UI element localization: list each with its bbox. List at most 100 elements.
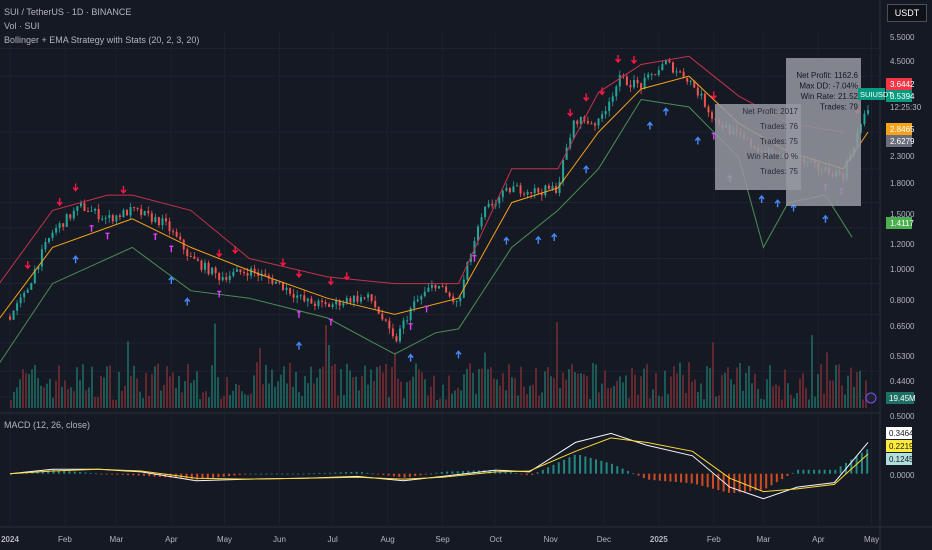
candle-body	[33, 269, 36, 284]
buy-arrow	[455, 350, 462, 359]
macd-hist-bar	[419, 473, 422, 476]
price-tick-label: 3.5394	[890, 92, 915, 101]
volume-bar	[313, 383, 315, 408]
volume-bar	[784, 369, 786, 408]
volume-bar	[340, 369, 342, 408]
volume-bar	[757, 388, 759, 408]
candle-body	[682, 71, 685, 78]
volume-bar	[34, 364, 36, 408]
time-tick-label: Aug	[380, 535, 394, 544]
macd-hist-bar	[233, 473, 236, 476]
candle-body	[430, 284, 433, 288]
time-tick-label: Jun	[273, 535, 286, 544]
time-tick-label: May	[864, 535, 879, 544]
volume-bar	[853, 386, 855, 408]
volume-bar	[640, 376, 642, 408]
volume-bar	[685, 392, 687, 408]
volume-bar	[238, 384, 240, 408]
candle-body	[12, 310, 15, 320]
volume-bar	[115, 399, 117, 408]
volume-bar	[229, 394, 231, 408]
volume-bar	[679, 362, 681, 408]
price-tick-label: 2.8465	[890, 125, 915, 134]
strategy-title: Bollinger + EMA Strategy with Stats (20,…	[4, 35, 200, 45]
volume-bar	[535, 368, 537, 408]
signal-line	[9, 437, 869, 493]
candle-body	[867, 110, 869, 114]
sell-arrow	[295, 269, 302, 278]
buy-arrow	[662, 107, 669, 116]
macd-hist-bar	[595, 459, 597, 474]
volume-bar	[364, 365, 366, 408]
candle-body	[576, 120, 579, 125]
volume-bar	[316, 377, 318, 408]
volume-bar	[217, 377, 219, 408]
candle-body	[133, 207, 136, 209]
volume-bar	[856, 372, 858, 408]
macd-hist-bar	[610, 463, 613, 474]
candle-body	[186, 249, 189, 256]
macd-hist-bar	[839, 466, 842, 474]
macd-hist-bar	[196, 473, 199, 480]
volume-bar	[73, 391, 75, 408]
macd-hist-bar	[201, 473, 204, 479]
macd-hist-bar	[212, 473, 215, 478]
macd-hist-bar	[547, 467, 550, 474]
symbol-tag: SUIUSDT	[860, 90, 893, 99]
candle-body	[572, 120, 575, 138]
volume-bar	[553, 377, 555, 408]
volume-bar	[226, 377, 228, 408]
macd-hist-bar	[541, 469, 544, 474]
volume-bar	[595, 364, 597, 408]
exit-marker	[217, 290, 222, 298]
candle-body	[317, 300, 320, 307]
price-tick-label: 0.4400	[890, 377, 915, 386]
macd-hist-bar	[563, 459, 566, 474]
volume-bar	[472, 372, 474, 408]
volume-bar	[655, 373, 657, 408]
volume-bar	[373, 380, 375, 408]
macd-hist-bar	[834, 469, 837, 474]
candle-body	[129, 207, 132, 216]
price-tick-label: 1.0000	[890, 265, 915, 274]
macd-hist-bar	[642, 473, 645, 479]
candle-body	[608, 101, 611, 112]
sell-arrow	[56, 198, 63, 207]
volume-bar	[247, 395, 249, 408]
volume-bar	[52, 397, 54, 408]
macd-hist-bar	[382, 473, 385, 475]
volume-bar	[136, 378, 138, 408]
candle-body	[374, 300, 377, 308]
candle-body	[324, 302, 327, 305]
volume-bar	[493, 378, 495, 408]
candle-body	[76, 206, 79, 211]
candle-body	[349, 298, 352, 303]
macd-hist-bar	[222, 473, 225, 477]
currency-selector[interactable]: USDT	[887, 4, 927, 22]
macd-hist-bar	[265, 473, 268, 475]
volume-bar	[193, 380, 195, 408]
volume-bar	[76, 367, 78, 408]
volume-bar	[406, 382, 408, 408]
candle-body	[544, 185, 547, 196]
sell-arrow	[216, 249, 223, 258]
price-tick-label: 0.8000	[890, 296, 915, 305]
candle-body	[533, 188, 536, 194]
volume-bar	[175, 388, 177, 408]
volume-bar	[355, 376, 357, 408]
volume-bar	[490, 367, 492, 408]
macd-hist-bar	[829, 469, 831, 474]
volume-bar	[484, 352, 486, 408]
volume-bar	[589, 399, 591, 408]
candle-body	[579, 116, 582, 125]
volume-bar	[499, 385, 501, 408]
macd-hist-bar	[73, 471, 76, 474]
candle-body	[193, 256, 196, 260]
volume-bar	[415, 363, 417, 408]
volume-bar	[688, 362, 690, 408]
macd-hist-bar	[786, 473, 789, 476]
volume-bar	[301, 396, 303, 408]
buy-arrow	[72, 255, 79, 264]
volume-bar	[607, 388, 609, 408]
